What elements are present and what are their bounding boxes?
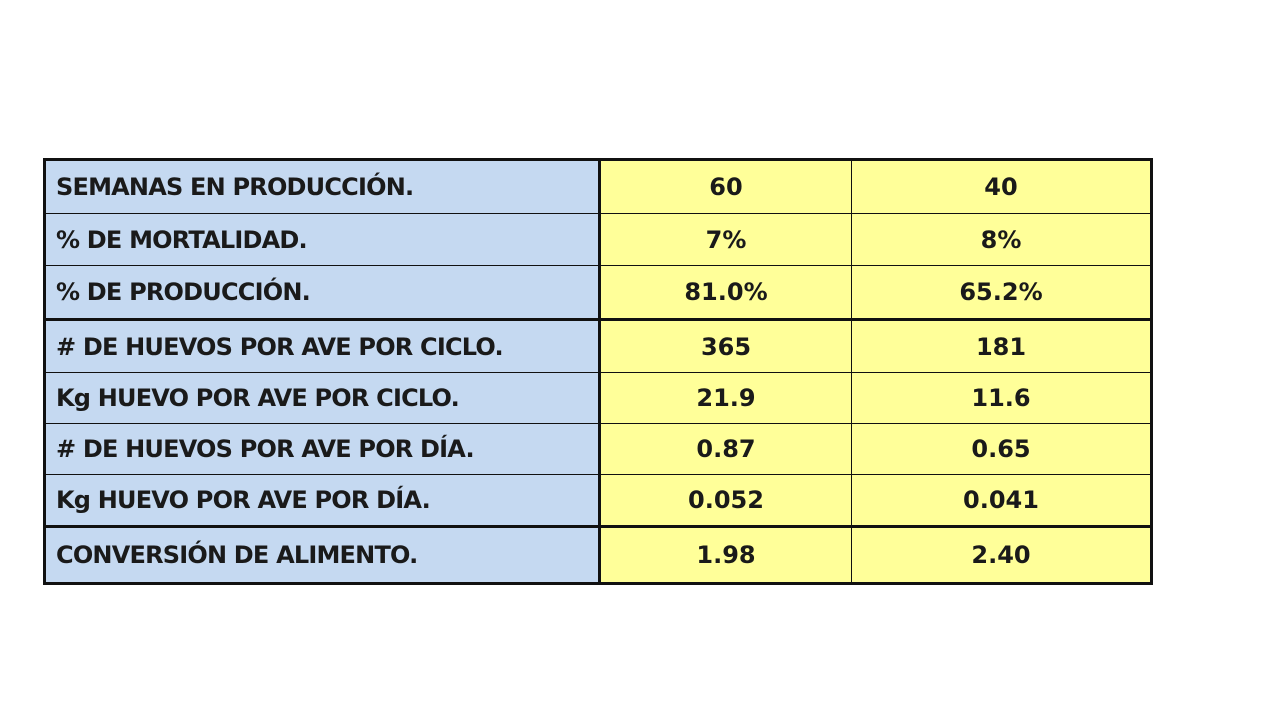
row-label: Kg HUEVO POR AVE POR DÍA. [44, 474, 601, 527]
row-label: % DE MORTALIDAD. [44, 213, 601, 266]
value-b: 2.40 [851, 525, 1152, 584]
row-label: CONVERSIÓN DE ALIMENTO. [44, 525, 601, 584]
row-label: # DE HUEVOS POR AVE POR DÍA. [44, 423, 601, 475]
table-row: # DE HUEVOS POR AVE POR CICLO. 365 181 [44, 318, 1152, 373]
value-a: 7% [599, 213, 852, 266]
row-label: # DE HUEVOS POR AVE POR CICLO. [44, 318, 601, 373]
value-b: 8% [851, 213, 1152, 266]
table-row: # DE HUEVOS POR AVE POR DÍA. 0.87 0.65 [44, 423, 1152, 475]
table-row: % DE MORTALIDAD. 7% 8% [44, 213, 1152, 266]
value-b: 65.2% [851, 265, 1152, 320]
value-a: 1.98 [599, 525, 852, 584]
value-b: 40 [851, 159, 1152, 214]
value-a: 81.0% [599, 265, 852, 320]
table-row: % DE PRODUCCIÓN. 81.0% 65.2% [44, 265, 1152, 320]
row-label: SEMANAS EN PRODUCCIÓN. [44, 159, 601, 214]
table-row: Kg HUEVO POR AVE POR DÍA. 0.052 0.041 [44, 474, 1152, 527]
value-a: 0.87 [599, 423, 852, 475]
row-label: Kg HUEVO POR AVE POR CICLO. [44, 372, 601, 424]
value-b: 181 [851, 318, 1152, 373]
value-a: 365 [599, 318, 852, 373]
value-a: 0.052 [599, 474, 852, 527]
value-b: 0.65 [851, 423, 1152, 475]
row-label: % DE PRODUCCIÓN. [44, 265, 601, 320]
value-b: 11.6 [851, 372, 1152, 424]
value-b: 0.041 [851, 474, 1152, 527]
table-row: CONVERSIÓN DE ALIMENTO. 1.98 2.40 [44, 525, 1152, 584]
table-row: Kg HUEVO POR AVE POR CICLO. 21.9 11.6 [44, 372, 1152, 424]
production-comparison-table: SEMANAS EN PRODUCCIÓN. 60 40 % DE MORTAL… [43, 158, 1153, 585]
table-row: SEMANAS EN PRODUCCIÓN. 60 40 [44, 159, 1152, 214]
value-a: 21.9 [599, 372, 852, 424]
value-a: 60 [599, 159, 852, 214]
